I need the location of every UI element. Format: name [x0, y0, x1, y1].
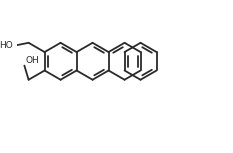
Text: HO: HO: [0, 41, 13, 50]
Text: OH: OH: [25, 56, 39, 65]
